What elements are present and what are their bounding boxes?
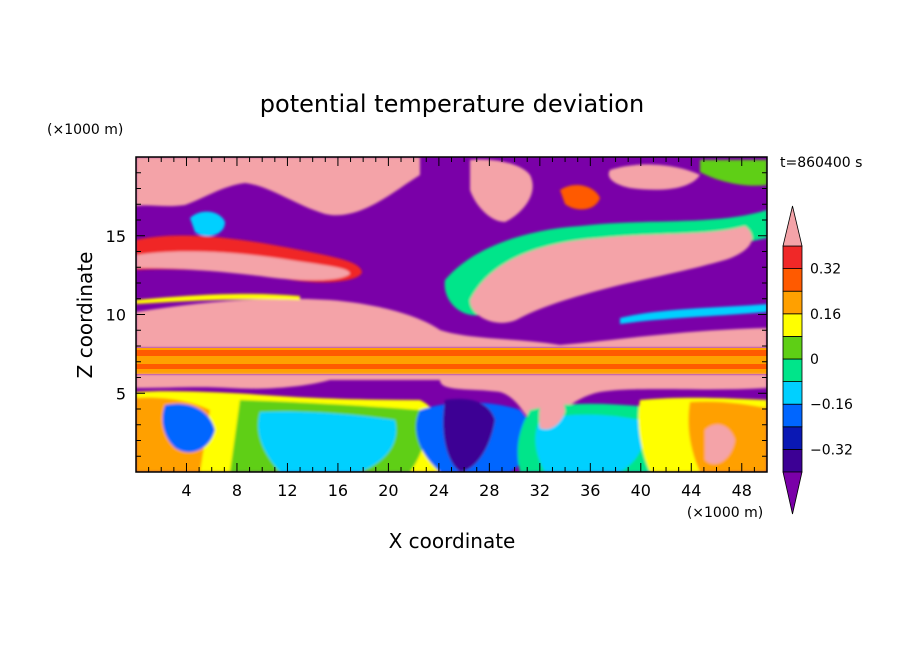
x-tick-label: 48 — [732, 481, 752, 500]
field-mid-pink-layer — [136, 298, 767, 348]
x-tick-label: 32 — [530, 481, 550, 500]
colorbar-segment — [782, 381, 803, 405]
y-tick-label: 15 — [106, 227, 126, 246]
colorbar-tick-label: 0 — [810, 352, 819, 368]
field-mid-red-stripe-1 — [136, 350, 767, 356]
y-tick-label: 10 — [106, 306, 126, 325]
x-axis: 4 8 12 16 20 24 28 32 36 40 44 48 — [148, 157, 755, 500]
colorbar-tick-label: −0.32 — [810, 442, 853, 458]
colorbar-segment — [782, 268, 803, 292]
field-lower-left-blue — [162, 403, 215, 453]
field-top-pink-upper-right — [470, 159, 533, 222]
colorbar-segment — [782, 448, 803, 473]
colorbar-segment — [782, 426, 803, 450]
colorbar-segment — [782, 358, 803, 383]
colorbar: 0.32 0.16 0 −0.16 −0.32 — [782, 205, 853, 515]
x-tick-label: 16 — [328, 481, 348, 500]
field-small-red-blob — [560, 184, 600, 210]
field-lower-left-cyan — [258, 411, 397, 472]
x-axis-title: X coordinate — [389, 529, 516, 553]
colorbar-tick-label: 0.32 — [810, 262, 841, 278]
field-left-pink-band — [136, 251, 350, 281]
x-tick-label: 28 — [479, 481, 499, 500]
time-label: t=860400 s — [780, 155, 862, 171]
colorbar-segment — [782, 245, 803, 270]
field-mid-red-stripe-2 — [136, 364, 767, 369]
y-tick-label: 5 — [116, 384, 126, 403]
x-tick-label: 44 — [681, 481, 701, 500]
field-mid-yellow-streak — [136, 293, 300, 304]
x-tick-label: 20 — [378, 481, 398, 500]
x-tick-label: 24 — [429, 481, 449, 500]
field-top-right-pink — [608, 164, 700, 190]
field-left-cyan-ring — [190, 211, 225, 237]
colorbar-segment — [782, 335, 803, 360]
x-tick-label: 12 — [277, 481, 297, 500]
x-tick-label: 4 — [181, 481, 191, 500]
field-lower-center-dark — [443, 398, 495, 472]
field-lower-pink-layer — [136, 374, 767, 430]
y-axis: 5 10 15 — [106, 172, 767, 457]
chart-title: potential temperature deviation — [260, 90, 644, 118]
field-mid-right-cyan — [620, 304, 767, 324]
colorbar-min-extension — [782, 471, 803, 515]
x-tick-label: 36 — [580, 481, 600, 500]
field-upper-right-green — [700, 160, 767, 186]
field-lower-right-cyan — [535, 414, 644, 472]
colorbar-tick-label: 0.16 — [810, 307, 841, 323]
colorbar-tick-label: −0.16 — [810, 397, 853, 413]
x-unit-label: (×1000 m) — [687, 505, 763, 521]
colorbar-max-extension — [782, 205, 803, 247]
colorbar-segment — [782, 313, 803, 337]
field-lower-center-pink — [539, 394, 565, 430]
y-axis-title: Z coordinate — [73, 252, 97, 379]
contour-field — [136, 157, 767, 472]
x-tick-label: 8 — [232, 481, 242, 500]
colorbar-segment — [782, 290, 803, 315]
y-unit-label: (×1000 m) — [47, 122, 123, 138]
field-top-pink-band — [136, 157, 420, 216]
colorbar-segment — [782, 403, 803, 428]
field-right-pink-band — [470, 226, 753, 323]
x-tick-label: 40 — [631, 481, 651, 500]
field-lower-right-pink — [705, 424, 735, 464]
